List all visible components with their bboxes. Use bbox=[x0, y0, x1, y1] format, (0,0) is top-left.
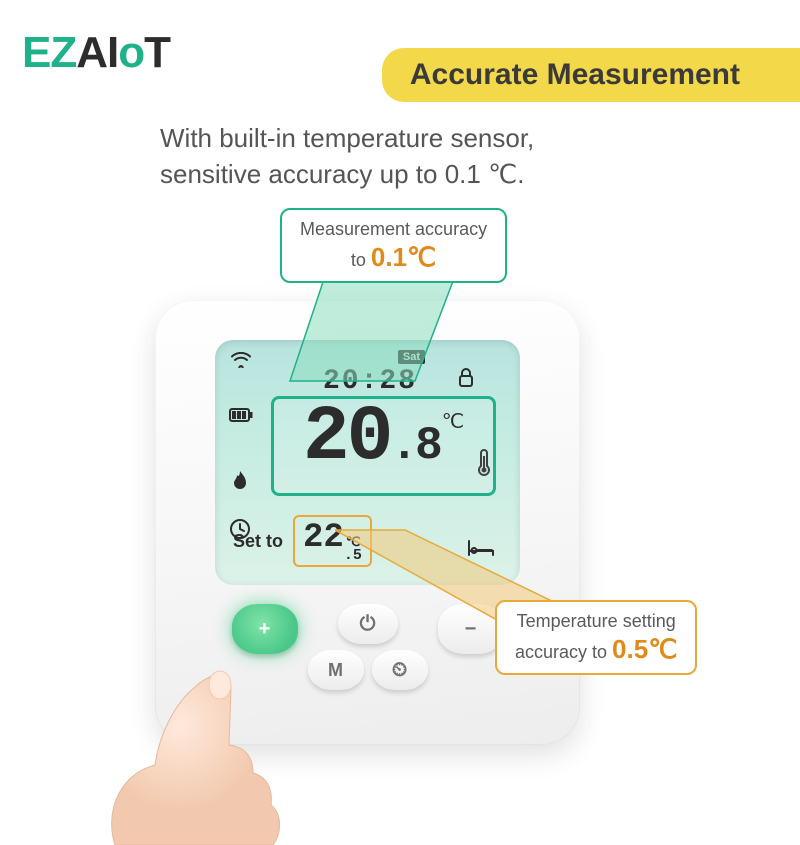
wifi-icon bbox=[231, 352, 251, 373]
current-temp-value: 20.8 bbox=[303, 399, 440, 477]
headline-badge: Accurate Measurement bbox=[382, 48, 800, 102]
callout-top-value: 0.1℃ bbox=[371, 242, 436, 272]
connector-green bbox=[265, 276, 495, 386]
callout-measurement-accuracy: Measurement accuracy to 0.1℃ bbox=[280, 208, 507, 283]
brand-logo: EZAIoT bbox=[22, 28, 170, 78]
callout-setting-accuracy: Temperature setting accuracy to 0.5℃ bbox=[495, 600, 697, 675]
subtitle-line2b: 0.1 ℃. bbox=[445, 159, 525, 189]
current-temp-unit: ℃ bbox=[442, 409, 464, 434]
callout-top-prefix: to bbox=[351, 250, 371, 270]
flame-icon bbox=[231, 470, 249, 498]
callout-bottom-line1: Temperature setting bbox=[515, 610, 677, 633]
battery-icon bbox=[229, 406, 253, 427]
callout-bottom-prefix: accuracy to bbox=[515, 642, 612, 662]
subtitle-text: With built-in temperature sensor, sensit… bbox=[160, 120, 760, 193]
subtitle-line1: With built-in temperature sensor, bbox=[160, 123, 534, 153]
set-label: Set to bbox=[233, 531, 283, 552]
subtitle-line2a: sensitive accuracy up to bbox=[160, 159, 445, 189]
callout-bottom-value: 0.5℃ bbox=[612, 634, 677, 664]
callout-top-line1: Measurement accuracy bbox=[300, 218, 487, 241]
current-temp-box: 20.8 ℃ bbox=[271, 396, 496, 496]
plus-button[interactable]: + bbox=[232, 604, 298, 654]
